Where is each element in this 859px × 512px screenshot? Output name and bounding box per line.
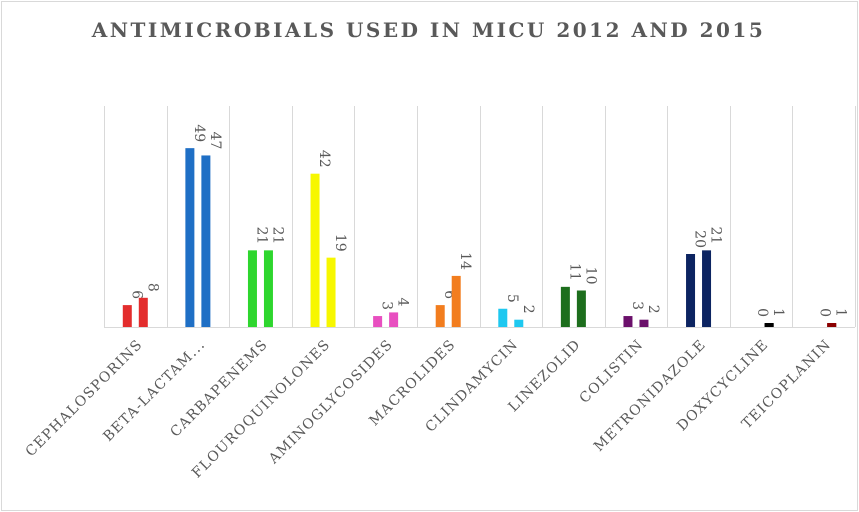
bar — [247, 250, 257, 327]
bar — [201, 155, 211, 327]
category-label: METRONIDAZOLE — [591, 337, 709, 455]
bar — [389, 312, 399, 327]
bar — [435, 305, 445, 327]
category-label: BETA-LACTAM... — [100, 337, 208, 445]
category-label: COLISTIN — [577, 337, 647, 407]
category-label: AMINOGLYCOSIDES — [265, 337, 396, 468]
data-label: 19 — [332, 234, 348, 252]
chart-title: ANTIMICROBIALS USED IN MICU 2012 AND 201… — [91, 18, 766, 42]
bar — [263, 250, 273, 327]
bar — [310, 173, 320, 327]
bar — [827, 323, 837, 327]
data-label: 5 — [504, 294, 520, 303]
data-label: 47 — [207, 132, 223, 150]
bar — [122, 305, 132, 327]
data-label: 11 — [566, 263, 582, 281]
data-label: 2 — [520, 305, 536, 314]
data-label: 0 — [817, 308, 833, 317]
bar — [560, 286, 570, 327]
bar — [451, 275, 461, 327]
bar — [639, 319, 649, 327]
bar — [138, 297, 148, 327]
data-label: 49 — [191, 124, 207, 142]
bar — [498, 308, 508, 327]
data-label: 42 — [316, 150, 332, 168]
data-label: 1 — [770, 308, 786, 317]
data-label: 0 — [754, 308, 770, 317]
data-label: 2 — [645, 305, 661, 314]
bar — [185, 148, 195, 327]
data-label: 6 — [441, 290, 457, 299]
data-label: 8 — [144, 283, 160, 292]
bar — [373, 316, 383, 327]
data-label: 21 — [269, 227, 285, 245]
category-label: CEPHALOSPORINS — [23, 337, 147, 461]
bar — [702, 250, 712, 327]
data-label: 3 — [379, 301, 395, 310]
data-label: 21 — [253, 227, 269, 245]
data-label: 10 — [582, 267, 598, 285]
bar — [623, 316, 633, 327]
bar — [576, 290, 586, 327]
data-label: 20 — [692, 230, 708, 248]
data-label: 3 — [629, 301, 645, 310]
data-label: 1 — [833, 308, 849, 317]
bar — [514, 319, 524, 327]
data-label: 6 — [128, 290, 144, 299]
bar — [326, 257, 336, 327]
bar — [764, 323, 774, 327]
bar — [686, 254, 696, 327]
data-label: 4 — [395, 297, 411, 306]
data-label: 21 — [708, 227, 724, 245]
data-label: 14 — [457, 252, 473, 270]
